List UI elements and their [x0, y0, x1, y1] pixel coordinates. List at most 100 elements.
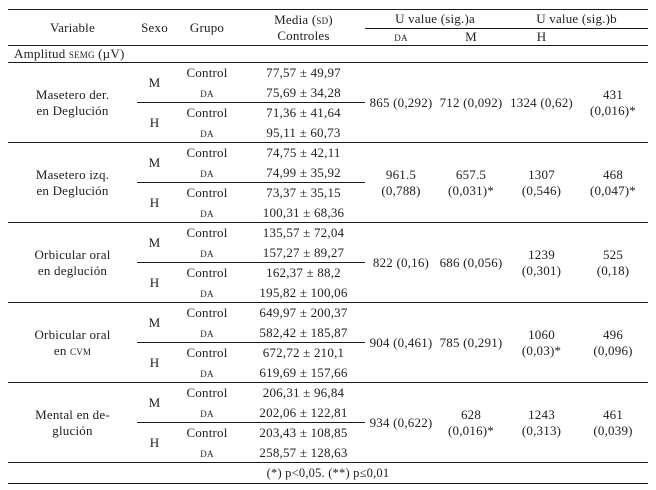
semg-amplitude-results-table: Variable Sexo Grupo Media (sd) Controles… — [8, 9, 649, 484]
media-sd-value: 619,69 ± 157,66 — [259, 364, 348, 380]
u-value-da: 904 (0,461) — [369, 334, 433, 350]
media-sd-value: 203,43 ± 108,85 — [259, 425, 348, 441]
media-sd-value: 74,75 ± 42,11 — [266, 145, 341, 161]
grupo-label: Control — [186, 145, 228, 161]
col-header-sexo: Sexo — [137, 10, 172, 46]
media-sd-value: 162,37 ± 88,2 — [266, 265, 341, 281]
significance-footnote: (*) p<0,05. (**) p≤0,01 — [8, 462, 649, 484]
section-title-smallcaps: semg — [68, 46, 95, 62]
media-label-suffix: ) Controles — [277, 12, 333, 43]
u-value-4: 496 (0,096) — [593, 327, 633, 358]
sexo-value: H — [149, 434, 160, 450]
variable-name: Masetero der. en Deglución — [35, 87, 110, 118]
table-header: Variable Sexo Grupo Media (sd) Controles… — [8, 9, 649, 46]
section-title-prefix: Amplitud — [14, 46, 69, 62]
u-value-m: 628 (0,016)* — [448, 407, 495, 438]
subcol-header-h: H — [536, 29, 547, 45]
col-header-u-value-a: U value (sig.)a — [365, 9, 506, 29]
col-header-u-value-b: U value (sig.)b — [505, 9, 649, 29]
table-footer: (*) p<0,05. (**) p≤0,01 — [8, 462, 649, 484]
u-value-h: 1060 (0,03)* — [521, 327, 562, 358]
u-value-m: 712 (0,092) — [439, 94, 503, 110]
u-value-da: 961.5 (0,788) — [381, 167, 421, 198]
variable-name-smallcaps: cvm — [70, 342, 92, 358]
grupo-label: Control — [186, 345, 228, 361]
block-orbicular-cvm: Orbicular oral en cvm M Control 649,97 ±… — [8, 302, 649, 383]
u-value-h: 1324 (0,62) — [510, 94, 573, 110]
u-value-m: 686 (0,056) — [439, 254, 503, 270]
section-amplitud-semg: Amplitud semg (µV) — [8, 46, 649, 63]
grupo-label: da — [200, 124, 214, 140]
col-header-sexo-label: Sexo — [141, 19, 168, 35]
variable-name: Mental en de- glución — [35, 407, 110, 438]
block-orbicular-deglucion: Orbicular oral en deglución M Control 13… — [8, 222, 649, 303]
sexo-value: H — [149, 274, 160, 290]
grupo-label: Control — [186, 105, 228, 121]
variable-name: Masetero izq. en Deglución — [35, 167, 110, 198]
media-sd-value: 77,57 ± 49,97 — [266, 65, 341, 81]
sexo-value: M — [137, 62, 172, 103]
media-sd-value: 582,42 ± 185,87 — [242, 322, 365, 343]
grupo-label: da — [172, 162, 242, 183]
sexo-value: M — [137, 222, 172, 263]
u-value-4: 431 (0,016)* — [590, 87, 637, 118]
sexo-value: M — [137, 382, 172, 423]
media-sd-value: 157,27 ± 89,27 — [242, 242, 365, 263]
media-sd-value: 100,31 ± 68,36 — [262, 204, 345, 220]
grupo-label: Control — [186, 65, 228, 81]
section-title-suffix: (µV) — [94, 46, 125, 62]
u-value-da: 865 (0,292) — [369, 94, 433, 110]
media-sd-value: 75,69 ± 34,28 — [242, 82, 365, 103]
grupo-label: Control — [186, 425, 228, 441]
grupo-label: da — [172, 402, 242, 423]
grupo-label: Control — [186, 385, 228, 401]
grupo-label: Control — [186, 265, 228, 281]
sexo-value: M — [137, 302, 172, 343]
variable-name: Orbicular oral en deglución — [34, 247, 111, 278]
subcol-header-da: da — [394, 29, 408, 45]
grupo-label: da — [200, 204, 214, 220]
col-header-media-controles: Media (sd) Controles — [242, 10, 365, 46]
media-sd-value: 95,11 ± 60,73 — [266, 124, 341, 140]
u-value-a-label: U value (sig.)a — [395, 11, 475, 27]
grupo-label: Control — [186, 185, 228, 201]
media-sd-value: 202,06 ± 122,81 — [242, 402, 365, 423]
media-sd-value: 135,57 ± 72,04 — [262, 225, 345, 241]
u-value-da: 934 (0,622) — [369, 414, 433, 430]
media-label-prefix: Media ( — [274, 12, 317, 28]
media-sd-value: 195,82 ± 100,06 — [259, 284, 348, 300]
media-sd-value: 649,97 ± 200,37 — [259, 305, 348, 321]
media-label-sd: sd — [316, 12, 329, 28]
block-masetero-der: Masetero der. en Deglución M Control 77,… — [8, 62, 649, 143]
media-sd-value: 71,36 ± 41,64 — [266, 105, 341, 121]
u-value-m: 657.5 (0,031)* — [448, 167, 495, 198]
u-value-4: 461 (0,039) — [593, 407, 633, 438]
subcol-header-m: M — [465, 29, 477, 45]
variable-name: Orbicular oral en cvm — [8, 303, 137, 383]
media-sd-value: 73,37 ± 35,15 — [266, 185, 341, 201]
u-value-h: 1243 (0,313) — [521, 407, 562, 438]
u-value-h: 1307 (0,546) — [521, 167, 562, 198]
media-sd-value: 74,99 ± 35,92 — [242, 162, 365, 183]
subcol-header-empty — [578, 29, 648, 46]
grupo-label: da — [172, 322, 242, 343]
section-title: Amplitud semg (µV) — [8, 46, 648, 63]
media-sd-value: 206,31 ± 96,84 — [262, 385, 345, 401]
variable-name-prefix: Orbicular oral en — [34, 327, 111, 358]
u-value-da: 822 (0,16) — [372, 254, 430, 270]
block-mental-deglucion: Mental en de- glución M Control 206,31 ±… — [8, 382, 649, 463]
u-value-m: 785 (0,291) — [439, 334, 503, 350]
grupo-label: Control — [186, 225, 228, 241]
grupo-label: da — [200, 364, 214, 380]
grupo-label: da — [172, 82, 242, 103]
u-value-4: 525 (0,18) — [596, 247, 630, 278]
grupo-label: da — [172, 242, 242, 263]
grupo-label: da — [200, 444, 214, 460]
sexo-value: H — [149, 194, 160, 210]
sexo-value: M — [137, 142, 172, 183]
col-header-grupo: Grupo — [172, 10, 242, 46]
grupo-label: da — [200, 284, 214, 300]
grupo-label: Control — [186, 305, 228, 321]
col-header-variable-label: Variable — [50, 19, 95, 35]
